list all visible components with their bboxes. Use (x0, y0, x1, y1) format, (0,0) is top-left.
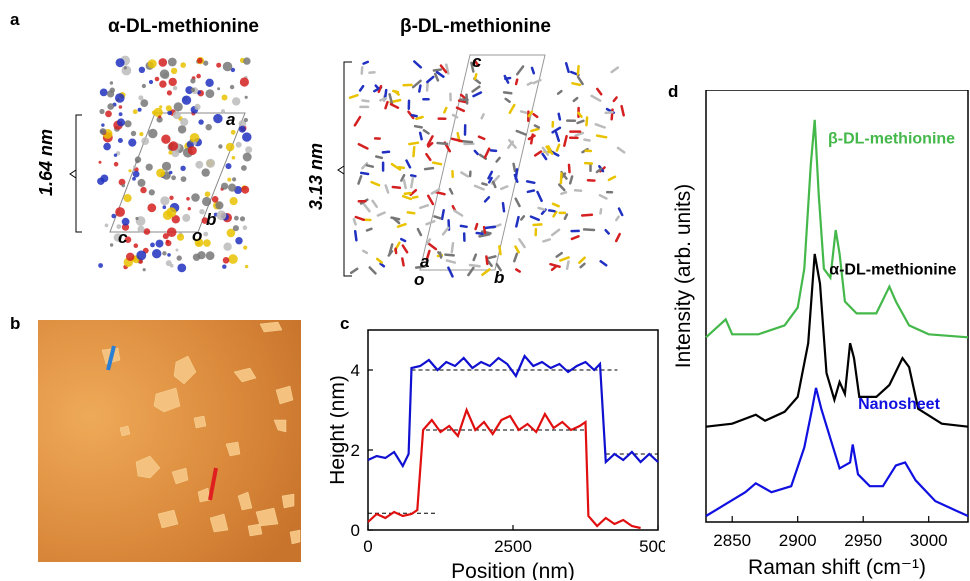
y-axis-label: Height (nm) (330, 375, 349, 485)
x-tick-label: 2950 (844, 531, 882, 550)
raman-series-1 (705, 253, 969, 428)
series-label: β-DL-methionine (828, 131, 955, 148)
plot-frame (705, 90, 969, 523)
red-profile-line (208, 467, 218, 501)
blue-profile-line (106, 345, 116, 371)
beta-height-label: 3.13 nm (306, 142, 326, 210)
alpha-axis-c: c (118, 228, 128, 247)
crystal-structure-figure (69, 54, 626, 278)
beta-axis-c: c (472, 52, 482, 71)
alpha-height-label: 1.64 nm (36, 128, 56, 196)
panel-label-b: b (10, 314, 21, 333)
beta-axis-a: a (420, 252, 430, 271)
beta-structure-title: β-DL-methionine (400, 16, 551, 37)
alpha-structure-title: α-DL-methionine (108, 16, 259, 37)
x-tick-label: 0 (363, 537, 372, 556)
series-label: Nanosheet (858, 396, 940, 413)
raman-series-2 (705, 387, 969, 518)
beta-axis-b: b (494, 268, 505, 287)
beta-unit-cell (419, 54, 546, 271)
y-tick-label: 4 (351, 361, 360, 380)
panel-label-a: a (10, 10, 20, 29)
beta-molecule-packing (348, 59, 626, 278)
profile-series-1 (367, 406, 641, 530)
y-tick-label: 2 (351, 441, 360, 460)
panel-label-d: d (668, 82, 679, 101)
raman-spectra-chart: 2850 2900 2950 3000 β-DL-methionine α-DL-meth… (672, 90, 969, 579)
beta-height-bracket (343, 61, 352, 277)
x-tick-label: 2500 (494, 537, 532, 556)
y-axis-label: Intensity (arb. units) (672, 184, 695, 368)
alpha-height-bracket (75, 114, 82, 233)
afm-image (38, 320, 301, 562)
x-tick-label: 2900 (779, 531, 817, 550)
x-tick-label: 2850 (713, 531, 751, 550)
beta-axis-o: o (414, 270, 425, 289)
x-axis-label: Position (nm) (451, 560, 575, 580)
panel-label-c: c (340, 314, 350, 333)
series-label: α-DL-methionine (829, 262, 956, 279)
profile-series-0 (367, 353, 659, 469)
alpha-axis-o: o (192, 226, 203, 245)
y-tick-label: 0 (351, 521, 360, 540)
raman-series-0 (705, 119, 969, 339)
alpha-unit-cell (109, 112, 246, 233)
x-tick-label: 3000 (910, 531, 948, 550)
alpha-axis-a: a (226, 110, 236, 129)
alpha-axis-b: b (206, 210, 217, 229)
alpha-molecule-packing (97, 55, 253, 273)
x-axis-label: Raman shift (cm⁻¹) (748, 556, 926, 579)
